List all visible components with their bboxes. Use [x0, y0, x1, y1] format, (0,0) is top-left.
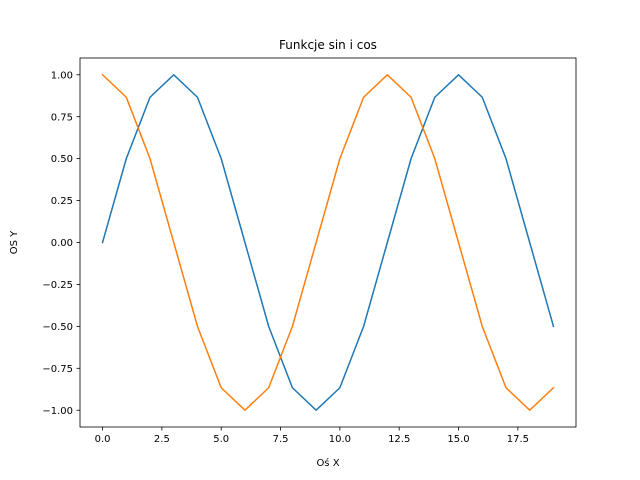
y-tick-label: 0.75 [51, 112, 73, 123]
x-tick-label: 2.5 [154, 434, 170, 445]
y-tick-label: 0.00 [51, 238, 73, 249]
x-tick-label: 0.0 [95, 434, 111, 445]
series-line-1 [101, 74, 555, 411]
y-tick-label: −1.00 [42, 406, 73, 417]
chart-title: Funkcje sin i cos [279, 38, 377, 52]
x-tick-label: 7.5 [273, 434, 289, 445]
x-tick-label: 15.0 [447, 434, 469, 445]
y-tick-label: 0.25 [51, 196, 73, 207]
x-tick-label: 5.0 [213, 434, 229, 445]
y-axis-title: OS Y [9, 230, 20, 254]
y-tick-label: 1.00 [51, 70, 73, 81]
y-tick-label: −0.25 [42, 280, 73, 291]
x-tick-label: 17.5 [507, 434, 529, 445]
y-tick-label: −0.50 [42, 322, 73, 333]
plot-area-background [80, 58, 576, 427]
x-axis: 0.0 2.5 5.0 7.5 10.0 12.5 15.0 17.5 [95, 427, 529, 445]
series-layer [101, 73, 555, 411]
x-axis-title: Oś X [316, 457, 339, 469]
y-tick-label: −0.75 [42, 364, 73, 375]
x-tick-label: 10.0 [329, 434, 351, 445]
y-tick-label: 0.50 [51, 154, 73, 165]
y-axis: −1.00 −0.75 −0.50 −0.25 0.00 0.25 0.50 0.75 1.00 [42, 70, 80, 417]
series-line-2 [101, 73, 555, 411]
x-tick-label: 12.5 [388, 434, 410, 445]
